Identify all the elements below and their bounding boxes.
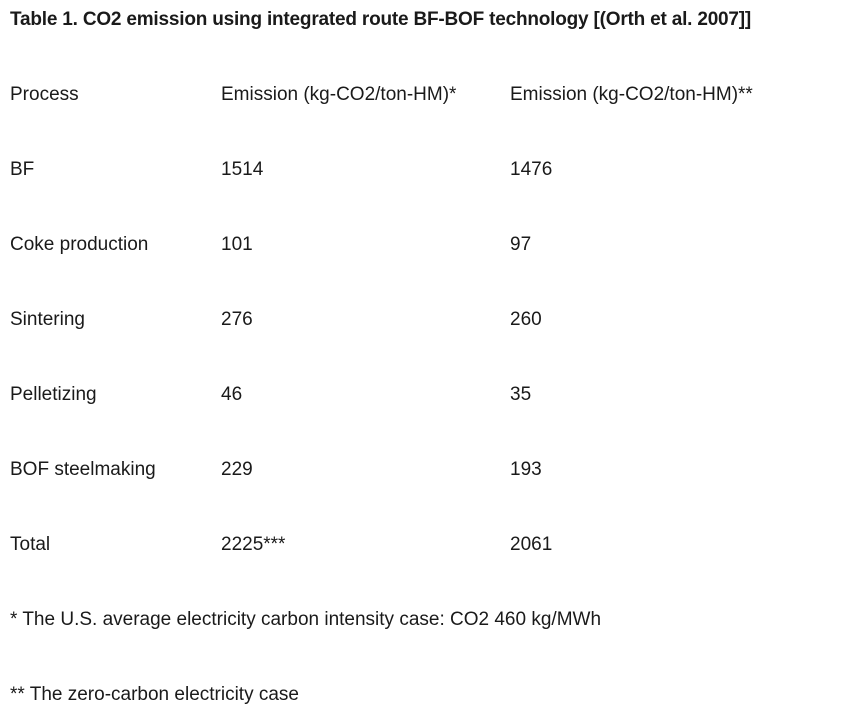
emission-us-grid-cell: 46: [221, 384, 243, 405]
emission-us-grid-cell: 276: [221, 309, 253, 330]
emission-zero-carbon-cell: 97: [510, 234, 532, 255]
table-row: BF 1514 1476: [0, 159, 867, 185]
process-cell: Total: [10, 534, 51, 555]
emission-us-grid-cell: 2225***: [221, 534, 286, 555]
table-row: Pelletizing 46 35: [0, 384, 867, 410]
emission-us-grid-cell: 229: [221, 459, 253, 480]
emission-zero-carbon-cell: 2061: [510, 534, 553, 555]
emission-zero-carbon-cell: 193: [510, 459, 542, 480]
table-row: Coke production 101 97: [0, 234, 867, 260]
process-cell: Coke production: [10, 234, 149, 255]
emission-us-grid-cell: 1514: [221, 159, 264, 180]
table-header-row: Process Emission (kg-CO2/ton-HM)* Emissi…: [0, 84, 867, 110]
process-cell: Pelletizing: [10, 384, 97, 405]
emission-zero-carbon-cell: 35: [510, 384, 532, 405]
table-row: BOF steelmaking 229 193: [0, 459, 867, 485]
header-process: Process: [10, 84, 79, 105]
header-emission-us-grid: Emission (kg-CO2/ton-HM)*: [221, 84, 457, 105]
footnote-us-grid: * The U.S. average electricity carbon in…: [10, 609, 602, 630]
footnote-zero-carbon: ** The zero-carbon electricity case: [10, 684, 299, 705]
table-total-row: Total 2225*** 2061: [0, 534, 867, 560]
process-cell: BOF steelmaking: [10, 459, 156, 480]
table-row: Sintering 276 260: [0, 309, 867, 335]
emission-us-grid-cell: 101: [221, 234, 253, 255]
table-title: Table 1. CO2 emission using integrated r…: [10, 9, 752, 30]
process-cell: BF: [10, 159, 35, 180]
header-emission-zero-carbon: Emission (kg-CO2/ton-HM)**: [510, 84, 753, 105]
process-cell: Sintering: [10, 309, 85, 330]
emission-zero-carbon-cell: 260: [510, 309, 542, 330]
emission-zero-carbon-cell: 1476: [510, 159, 553, 180]
